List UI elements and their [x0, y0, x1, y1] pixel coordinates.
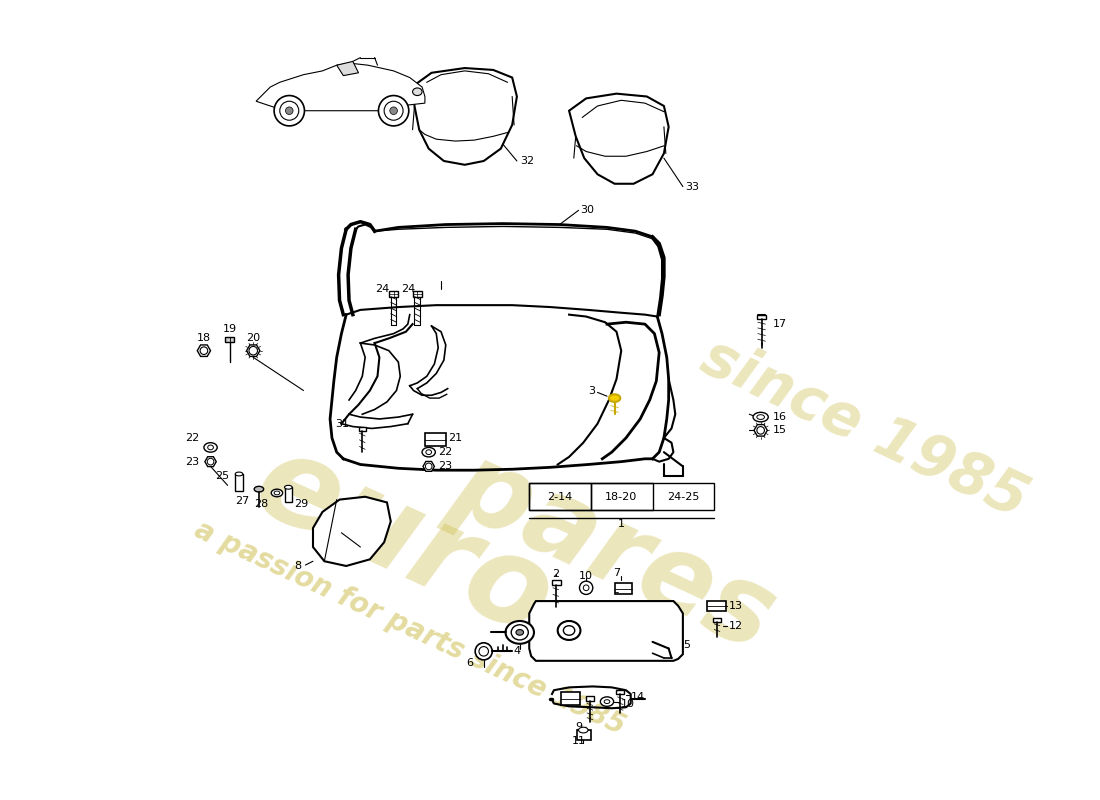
- Polygon shape: [754, 425, 768, 436]
- Text: since 1985: since 1985: [692, 328, 1036, 529]
- Ellipse shape: [580, 581, 593, 594]
- Text: 18: 18: [197, 334, 211, 343]
- Text: 9: 9: [575, 722, 582, 732]
- Text: 19: 19: [222, 324, 236, 334]
- Text: 7: 7: [613, 568, 620, 578]
- Ellipse shape: [204, 442, 217, 452]
- Text: 18-20: 18-20: [605, 492, 637, 502]
- Text: 27: 27: [235, 497, 250, 506]
- Text: 22: 22: [438, 447, 452, 457]
- Text: 10: 10: [621, 698, 635, 709]
- Bar: [235, 474, 243, 491]
- Ellipse shape: [384, 102, 403, 120]
- Ellipse shape: [601, 697, 614, 706]
- Bar: [591, 483, 652, 510]
- Text: 24-25: 24-25: [667, 492, 700, 502]
- Bar: [757, 314, 767, 319]
- Bar: [616, 690, 624, 694]
- Bar: [713, 618, 721, 622]
- Polygon shape: [197, 345, 210, 357]
- Text: 28: 28: [254, 499, 268, 510]
- Ellipse shape: [512, 625, 528, 640]
- Text: 17: 17: [773, 319, 788, 329]
- Ellipse shape: [609, 394, 620, 402]
- Ellipse shape: [506, 621, 534, 644]
- Text: a passion for parts since 1985: a passion for parts since 1985: [189, 515, 629, 740]
- Ellipse shape: [558, 621, 581, 640]
- Bar: [389, 291, 398, 297]
- Text: 3: 3: [588, 386, 595, 395]
- Bar: [412, 291, 422, 297]
- Text: 25: 25: [216, 471, 230, 481]
- Ellipse shape: [272, 489, 283, 497]
- Bar: [285, 487, 293, 502]
- Ellipse shape: [235, 472, 243, 476]
- Polygon shape: [424, 462, 434, 471]
- Text: 2-14: 2-14: [547, 492, 572, 502]
- Text: 12: 12: [728, 621, 743, 630]
- Text: 4: 4: [514, 646, 520, 656]
- Text: 11: 11: [572, 737, 585, 746]
- Text: 32: 32: [520, 156, 534, 166]
- Text: 6: 6: [466, 658, 473, 668]
- Ellipse shape: [412, 88, 422, 95]
- Text: 24: 24: [375, 284, 389, 294]
- Bar: [529, 483, 591, 510]
- Bar: [425, 433, 446, 446]
- Polygon shape: [314, 497, 390, 566]
- Polygon shape: [569, 94, 669, 184]
- Text: 23: 23: [185, 457, 199, 466]
- Text: 22: 22: [185, 433, 199, 443]
- Ellipse shape: [475, 643, 492, 660]
- Text: 21: 21: [448, 433, 462, 443]
- Ellipse shape: [478, 646, 488, 656]
- Bar: [561, 692, 581, 706]
- Text: 16: 16: [773, 412, 786, 422]
- Ellipse shape: [516, 630, 524, 635]
- Text: 8: 8: [295, 561, 301, 571]
- Text: 10: 10: [579, 571, 593, 582]
- Bar: [552, 580, 561, 585]
- Text: 20: 20: [246, 334, 261, 343]
- Bar: [586, 696, 594, 701]
- Text: pares: pares: [437, 431, 791, 672]
- Bar: [224, 338, 234, 342]
- Text: 13: 13: [728, 601, 743, 611]
- Ellipse shape: [378, 95, 409, 126]
- Text: euro: euro: [238, 423, 571, 662]
- Ellipse shape: [563, 626, 575, 635]
- Text: 15: 15: [773, 426, 786, 435]
- Polygon shape: [205, 457, 217, 466]
- Text: 33: 33: [685, 182, 698, 191]
- Text: 29: 29: [294, 499, 308, 510]
- Polygon shape: [246, 345, 260, 357]
- Bar: [529, 483, 714, 510]
- Ellipse shape: [579, 727, 588, 733]
- Ellipse shape: [754, 412, 768, 422]
- Text: 5: 5: [683, 640, 690, 650]
- Ellipse shape: [389, 107, 397, 114]
- Text: 31: 31: [336, 418, 349, 429]
- Text: 1: 1: [618, 519, 625, 530]
- Bar: [615, 583, 631, 594]
- Ellipse shape: [279, 102, 299, 120]
- Polygon shape: [256, 63, 425, 110]
- Ellipse shape: [254, 486, 264, 492]
- Ellipse shape: [422, 447, 436, 457]
- Text: 14: 14: [630, 692, 645, 702]
- Polygon shape: [337, 62, 359, 76]
- Bar: [706, 601, 726, 610]
- Text: 24: 24: [400, 284, 415, 294]
- Polygon shape: [415, 68, 517, 165]
- Ellipse shape: [285, 486, 293, 489]
- Text: 23: 23: [438, 462, 452, 471]
- Ellipse shape: [274, 95, 305, 126]
- Polygon shape: [529, 601, 683, 661]
- Bar: [576, 730, 591, 739]
- Bar: [359, 426, 366, 431]
- Text: 2: 2: [552, 569, 560, 578]
- Ellipse shape: [286, 107, 293, 114]
- Text: 30: 30: [581, 206, 594, 215]
